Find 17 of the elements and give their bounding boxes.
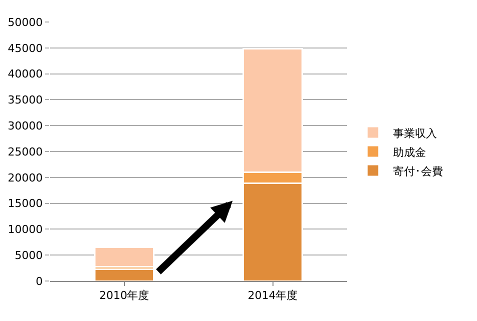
legend-label: 助成金 bbox=[392, 146, 426, 159]
legend-label: 寄付･会費 bbox=[392, 164, 443, 178]
y-tick-label: 10000 bbox=[8, 223, 43, 236]
legend-label: 事業収入 bbox=[392, 126, 437, 140]
y-tick-label: 15000 bbox=[8, 197, 43, 210]
y-tick-label: 45000 bbox=[8, 42, 43, 55]
y-tick-label: 25000 bbox=[8, 145, 43, 158]
x-tick-label: 2010年度 bbox=[99, 289, 150, 302]
y-tick-label: 5000 bbox=[14, 248, 43, 262]
y-tick-label: 20000 bbox=[8, 171, 43, 184]
y-tick-label: 35000 bbox=[8, 94, 43, 107]
y-tick-label: 30000 bbox=[8, 119, 43, 132]
bar bbox=[94, 246, 155, 268]
y-tick-label: 0 bbox=[36, 274, 43, 288]
y-tick-label: 50000 bbox=[8, 16, 43, 29]
x-tick-label: 2014年度 bbox=[248, 289, 298, 302]
y-tick-label: 40000 bbox=[8, 68, 43, 81]
